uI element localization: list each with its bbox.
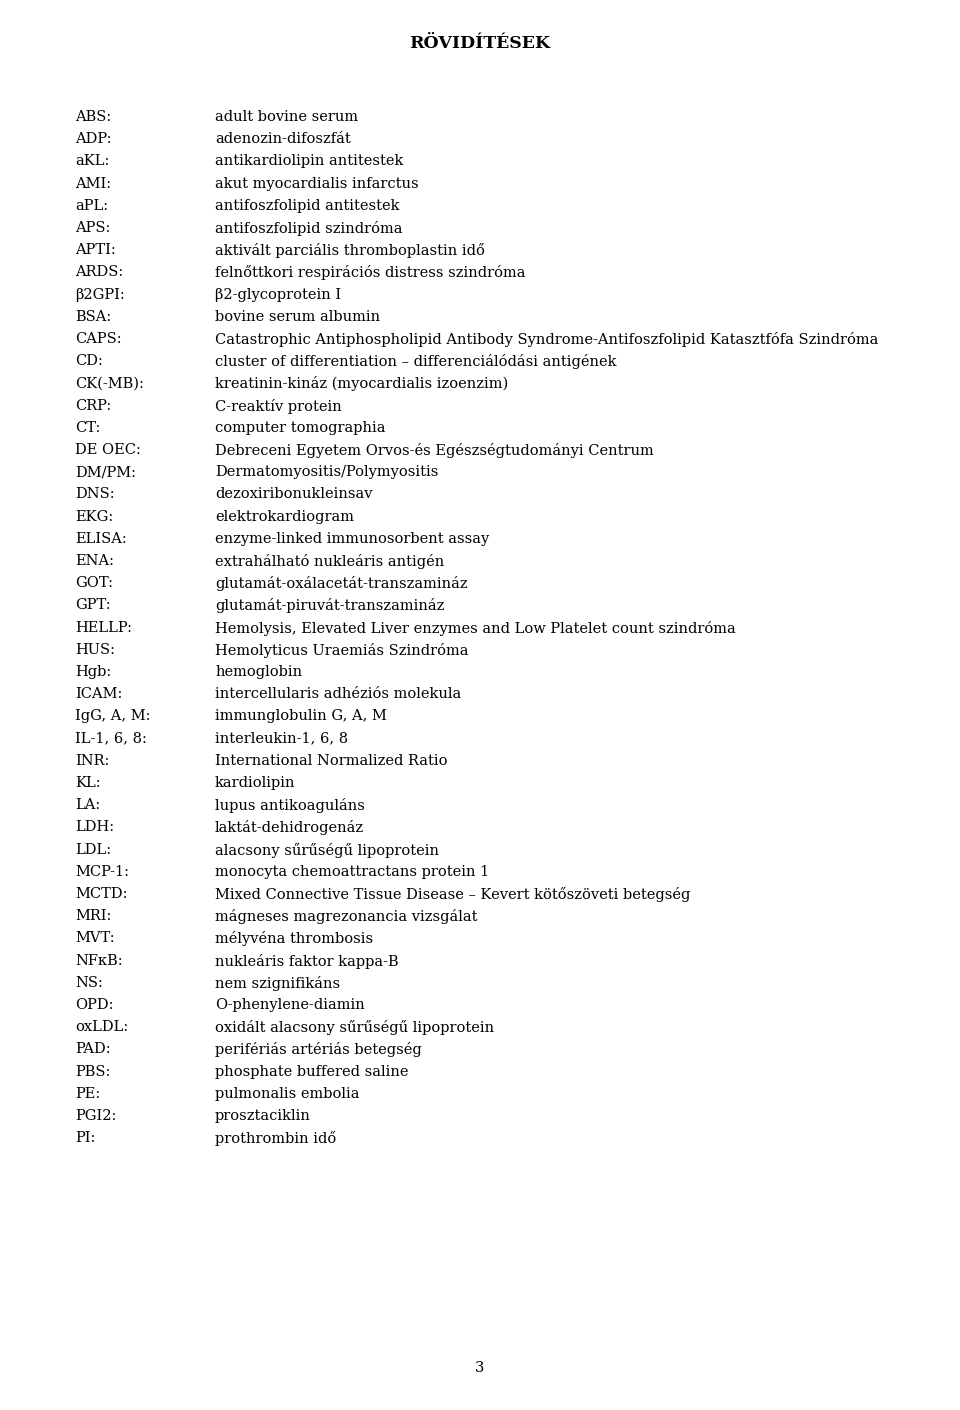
- Text: prothrombin idő: prothrombin idő: [215, 1131, 336, 1146]
- Text: glutamát-oxálacetát-transzamináz: glutamát-oxálacetát-transzamináz: [215, 577, 468, 591]
- Text: Hemolysis, Elevated Liver enzymes and Low Platelet count szindróma: Hemolysis, Elevated Liver enzymes and Lo…: [215, 620, 735, 636]
- Text: prosztaciklin: prosztaciklin: [215, 1110, 311, 1122]
- Text: nem szignifikáns: nem szignifikáns: [215, 976, 340, 991]
- Text: Mixed Connective Tissue Disease – Kevert kötőszöveti betegség: Mixed Connective Tissue Disease – Kevert…: [215, 887, 690, 902]
- Text: APTI:: APTI:: [75, 243, 116, 257]
- Text: felnőttkori respirációs distress szindróma: felnőttkori respirációs distress szindró…: [215, 265, 525, 281]
- Text: LDH:: LDH:: [75, 821, 114, 835]
- Text: HUS:: HUS:: [75, 643, 115, 657]
- Text: O-phenylene-diamin: O-phenylene-diamin: [215, 998, 365, 1012]
- Text: aktivált parciális thromboplastin idő: aktivált parciális thromboplastin idő: [215, 243, 485, 258]
- Text: cluster of differentiation – differenciálódási antigének: cluster of differentiation – differenciá…: [215, 354, 616, 369]
- Text: IgG, A, M:: IgG, A, M:: [75, 709, 151, 723]
- Text: HELLP:: HELLP:: [75, 620, 132, 634]
- Text: DE OEC:: DE OEC:: [75, 443, 141, 457]
- Text: GPT:: GPT:: [75, 598, 110, 612]
- Text: enzyme-linked immunosorbent assay: enzyme-linked immunosorbent assay: [215, 532, 490, 546]
- Text: CAPS:: CAPS:: [75, 331, 122, 345]
- Text: nukleáris faktor kappa-B: nukleáris faktor kappa-B: [215, 953, 398, 969]
- Text: extrahálható nukleáris antigén: extrahálható nukleáris antigén: [215, 554, 444, 570]
- Text: KL:: KL:: [75, 776, 101, 790]
- Text: DM/PM:: DM/PM:: [75, 465, 136, 479]
- Text: mágneses magrezonancia vizsgálat: mágneses magrezonancia vizsgálat: [215, 909, 477, 924]
- Text: oxLDL:: oxLDL:: [75, 1021, 129, 1034]
- Text: alacsony sűrűségű lipoprotein: alacsony sűrűségű lipoprotein: [215, 843, 439, 857]
- Text: CRP:: CRP:: [75, 399, 111, 413]
- Text: elektrokardiogram: elektrokardiogram: [215, 509, 354, 523]
- Text: phosphate buffered saline: phosphate buffered saline: [215, 1065, 409, 1079]
- Text: dezoxiribonukleinsav: dezoxiribonukleinsav: [215, 488, 372, 502]
- Text: Hemolyticus Uraemiás Szindróma: Hemolyticus Uraemiás Szindróma: [215, 643, 468, 658]
- Text: kreatinin-kináz (myocardialis izoenzim): kreatinin-kináz (myocardialis izoenzim): [215, 376, 508, 392]
- Text: β2GPI:: β2GPI:: [75, 288, 125, 302]
- Text: ICAM:: ICAM:: [75, 687, 122, 701]
- Text: GOT:: GOT:: [75, 577, 113, 591]
- Text: laktát-dehidrogenáz: laktát-dehidrogenáz: [215, 821, 364, 835]
- Text: interleukin-1, 6, 8: interleukin-1, 6, 8: [215, 732, 348, 746]
- Text: hemoglobin: hemoglobin: [215, 666, 302, 680]
- Text: 3: 3: [475, 1361, 485, 1375]
- Text: kardiolipin: kardiolipin: [215, 776, 296, 790]
- Text: immunglobulin G, A, M: immunglobulin G, A, M: [215, 709, 387, 723]
- Text: oxidált alacsony sűrűségű lipoprotein: oxidált alacsony sűrűségű lipoprotein: [215, 1021, 494, 1035]
- Text: EKG:: EKG:: [75, 509, 113, 523]
- Text: akut myocardialis infarctus: akut myocardialis infarctus: [215, 176, 419, 190]
- Text: PBS:: PBS:: [75, 1065, 110, 1079]
- Text: MVT:: MVT:: [75, 932, 114, 945]
- Text: Dermatomyositis/Polymyositis: Dermatomyositis/Polymyositis: [215, 465, 439, 479]
- Text: ADP:: ADP:: [75, 133, 111, 147]
- Text: C-reaktív protein: C-reaktív protein: [215, 399, 342, 413]
- Text: MCTD:: MCTD:: [75, 887, 128, 901]
- Text: LDL:: LDL:: [75, 843, 111, 857]
- Text: antikardiolipin antitestek: antikardiolipin antitestek: [215, 155, 403, 168]
- Text: PGI2:: PGI2:: [75, 1110, 116, 1122]
- Text: antifoszfolipid szindróma: antifoszfolipid szindróma: [215, 221, 402, 235]
- Text: PE:: PE:: [75, 1087, 100, 1101]
- Text: NFκB:: NFκB:: [75, 953, 123, 967]
- Text: lupus antikoaguláns: lupus antikoaguláns: [215, 798, 365, 814]
- Text: MCP-1:: MCP-1:: [75, 864, 129, 878]
- Text: AMI:: AMI:: [75, 176, 111, 190]
- Text: bovine serum albumin: bovine serum albumin: [215, 310, 380, 324]
- Text: OPD:: OPD:: [75, 998, 113, 1012]
- Text: NS:: NS:: [75, 976, 103, 990]
- Text: IL-1, 6, 8:: IL-1, 6, 8:: [75, 732, 147, 746]
- Text: Debreceni Egyetem Orvos-és Egészségtudományi Centrum: Debreceni Egyetem Orvos-és Egészségtudom…: [215, 443, 654, 458]
- Text: BSA:: BSA:: [75, 310, 111, 324]
- Text: ARDS:: ARDS:: [75, 265, 123, 279]
- Text: aPL:: aPL:: [75, 199, 108, 213]
- Text: Hgb:: Hgb:: [75, 666, 111, 680]
- Text: antifoszfolipid antitestek: antifoszfolipid antitestek: [215, 199, 399, 213]
- Text: glutamát-piruvát-transzamináz: glutamát-piruvát-transzamináz: [215, 598, 444, 613]
- Text: INR:: INR:: [75, 754, 109, 768]
- Text: Catastrophic Antiphospholipid Antibody Syndrome-Antifoszfolipid Katasztfófa Szin: Catastrophic Antiphospholipid Antibody S…: [215, 331, 878, 347]
- Text: CK(-MB):: CK(-MB):: [75, 376, 144, 391]
- Text: adult bovine serum: adult bovine serum: [215, 110, 358, 124]
- Text: ENA:: ENA:: [75, 554, 114, 568]
- Text: PAD:: PAD:: [75, 1042, 110, 1056]
- Text: β2-glycoprotein I: β2-glycoprotein I: [215, 288, 341, 302]
- Text: intercellularis adhéziós molekula: intercellularis adhéziós molekula: [215, 687, 461, 701]
- Text: computer tomographia: computer tomographia: [215, 420, 386, 434]
- Text: CD:: CD:: [75, 354, 103, 368]
- Text: monocyta chemoattractans protein 1: monocyta chemoattractans protein 1: [215, 864, 490, 878]
- Text: perifériás artériás betegség: perifériás artériás betegség: [215, 1042, 421, 1058]
- Text: mélyvéna thrombosis: mélyvéna thrombosis: [215, 932, 373, 946]
- Text: ABS:: ABS:: [75, 110, 111, 124]
- Text: International Normalized Ratio: International Normalized Ratio: [215, 754, 447, 768]
- Text: RÖVIDÍTÉSEK: RÖVIDÍTÉSEK: [410, 35, 550, 52]
- Text: aKL:: aKL:: [75, 155, 109, 168]
- Text: ELISA:: ELISA:: [75, 532, 127, 546]
- Text: adenozin-difoszfát: adenozin-difoszfát: [215, 133, 350, 147]
- Text: APS:: APS:: [75, 221, 110, 235]
- Text: MRI:: MRI:: [75, 909, 111, 924]
- Text: DNS:: DNS:: [75, 488, 114, 502]
- Text: LA:: LA:: [75, 798, 100, 812]
- Text: CT:: CT:: [75, 420, 101, 434]
- Text: PI:: PI:: [75, 1131, 95, 1145]
- Text: pulmonalis embolia: pulmonalis embolia: [215, 1087, 359, 1101]
